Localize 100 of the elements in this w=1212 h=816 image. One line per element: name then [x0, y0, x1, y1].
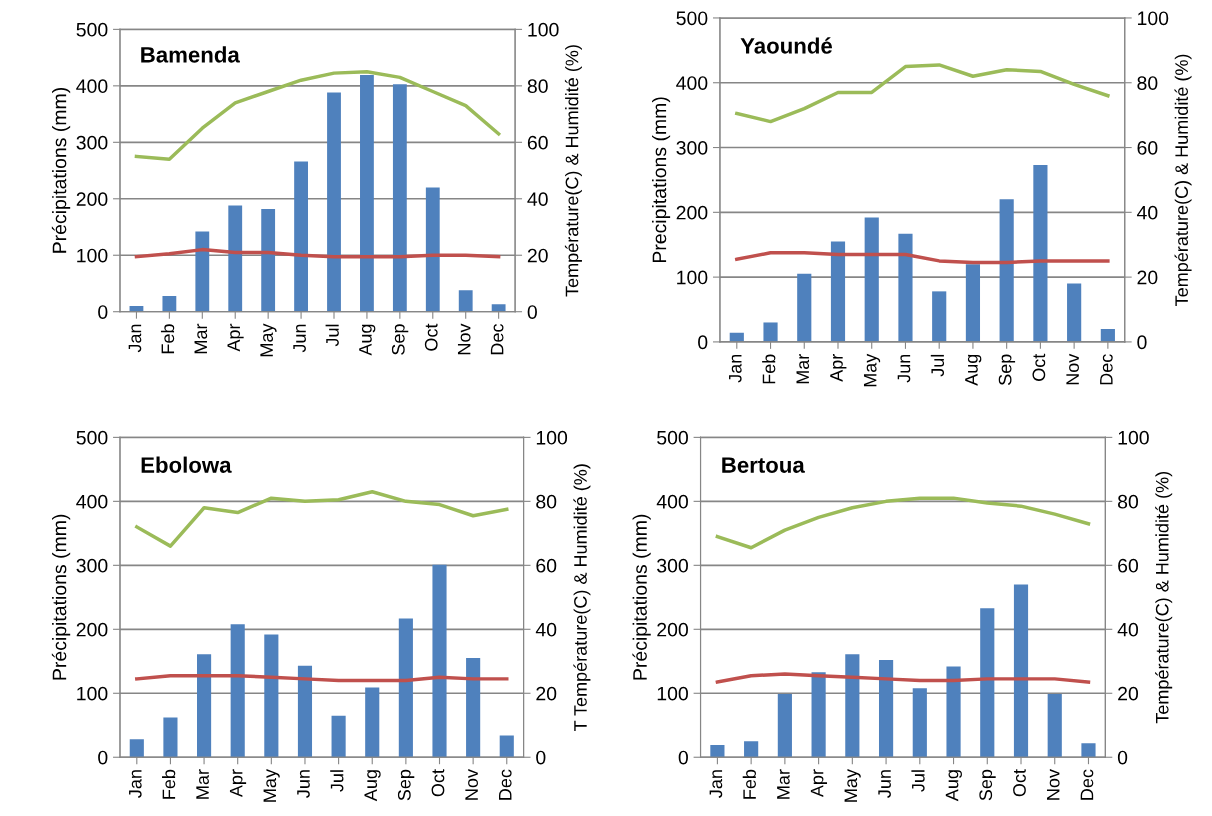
bar — [797, 273, 812, 342]
y2-tick-label: 40 — [527, 192, 548, 207]
y-tick-label: 100 — [77, 248, 108, 263]
x-tick-label: Oct — [1032, 353, 1046, 381]
bar — [392, 84, 407, 312]
y-tick-label: 400 — [676, 76, 708, 90]
y2-tick-label: 100 — [1118, 430, 1149, 445]
line-series — [715, 496, 1091, 550]
x-tick-label: Oct — [431, 769, 445, 797]
x-tick-label: Nov — [1046, 769, 1060, 800]
x-tick-label: Apr — [810, 769, 828, 798]
x-tick-label: Jul — [330, 770, 344, 792]
bar — [1067, 283, 1082, 342]
x-tick-label: Jan — [709, 770, 723, 798]
y-tick-label: 300 — [676, 141, 708, 155]
bar — [398, 618, 413, 758]
text: Yaoundé — [740, 37, 833, 54]
y-tick-label: 100 — [657, 686, 688, 701]
y2-tick-label: 0 — [1117, 750, 1128, 765]
x-tick-label: Feb — [160, 324, 175, 354]
line-series — [134, 247, 501, 259]
bar — [980, 608, 995, 758]
bar — [466, 658, 481, 758]
x-tick-label: Apr — [227, 323, 244, 352]
y-tick-label: 500 — [76, 430, 108, 445]
x-tick-label: Oct — [424, 323, 438, 351]
y2-tick-label: 100 — [536, 430, 568, 445]
x-tick-label: Jun — [297, 770, 310, 798]
bar — [763, 322, 778, 342]
y2-axis-title: Température(C) & Humidité (%) — [1174, 54, 1192, 306]
x-tick-label: Jan — [128, 324, 142, 353]
bar — [491, 304, 506, 312]
bar — [898, 233, 913, 342]
bar — [432, 564, 447, 758]
y2-axis-title: Température(C) & Humidité (%) — [1155, 472, 1173, 724]
bar — [230, 624, 245, 758]
line-series — [135, 490, 509, 548]
y2-tick-label: 20 — [527, 248, 548, 263]
x-tick-label: Dec — [1080, 769, 1094, 800]
text: Ebolowa — [141, 456, 232, 473]
x-tick-label: Jan — [729, 354, 742, 383]
line-series — [735, 63, 1110, 124]
x-tick-label: Jun — [878, 770, 891, 798]
bar — [1033, 165, 1048, 342]
x-tick-label: Dec — [499, 769, 512, 800]
x-tick-label: Aug — [945, 770, 962, 802]
x-tick-label: May — [260, 323, 277, 357]
x-tick-label: Sep — [397, 769, 415, 801]
y2-tick-label: 100 — [528, 22, 559, 37]
x-tick-label: Dec — [490, 323, 504, 355]
bar — [946, 666, 961, 758]
y-axis-title: Précipitations (mm) — [51, 88, 71, 253]
y2-tick-label: 20 — [536, 686, 557, 701]
x-tick-label: Aug — [965, 354, 982, 386]
y2-tick-label: 0 — [536, 750, 546, 765]
bar — [425, 187, 440, 312]
y-tick-label: 200 — [657, 622, 688, 637]
y2-axis-title: Température(C) & Humidité (%) — [564, 45, 582, 297]
y2-tick-label: 60 — [536, 558, 557, 573]
y-tick-label: 300 — [657, 558, 688, 573]
x-tick-label: Mar — [196, 769, 209, 799]
y-tick-label: 200 — [76, 192, 108, 207]
bar — [932, 291, 947, 342]
x-tick-label: Feb — [162, 769, 176, 799]
line-series — [134, 69, 501, 161]
bar — [830, 241, 846, 342]
y-tick-label: 0 — [98, 305, 108, 319]
bar — [228, 205, 243, 312]
y2-tick-label: 60 — [1137, 141, 1158, 155]
x-tick-label: Aug — [359, 324, 376, 356]
bar — [294, 161, 308, 312]
x-tick-label: Sep — [979, 769, 996, 801]
y-tick-label: 0 — [698, 335, 708, 350]
text: Bertoua — [722, 457, 805, 473]
bar — [864, 217, 879, 342]
x-tick-label: Mar — [796, 354, 810, 384]
bar — [327, 92, 341, 312]
bar — [999, 199, 1014, 342]
y2-tick-label: 0 — [527, 305, 537, 319]
y-axis-title: Précipitations (mm) — [632, 514, 651, 680]
bar — [965, 264, 981, 342]
y-tick-label: 500 — [676, 11, 708, 26]
x-tick-label: Jun — [293, 324, 306, 353]
x-tick-label: Feb — [742, 769, 756, 799]
y2-tick-label: 40 — [1136, 205, 1158, 220]
bar — [912, 688, 927, 758]
y-tick-label: 0 — [678, 750, 688, 765]
x-tick-label: Jun — [897, 354, 911, 383]
y2-tick-label: 40 — [1117, 622, 1139, 637]
x-tick-label: Sep — [391, 324, 409, 355]
bar — [264, 634, 279, 758]
y2-tick-label: 40 — [535, 622, 557, 637]
y-tick-label: 200 — [676, 205, 708, 220]
y-tick-label: 100 — [677, 270, 708, 285]
text: Bamenda — [141, 46, 240, 63]
y2-tick-label: 20 — [1137, 270, 1158, 285]
x-tick-label: May — [263, 769, 280, 802]
y-tick-label: 300 — [76, 135, 108, 150]
x-tick-label: Mar — [777, 769, 790, 799]
y2-tick-label: 60 — [527, 135, 548, 150]
